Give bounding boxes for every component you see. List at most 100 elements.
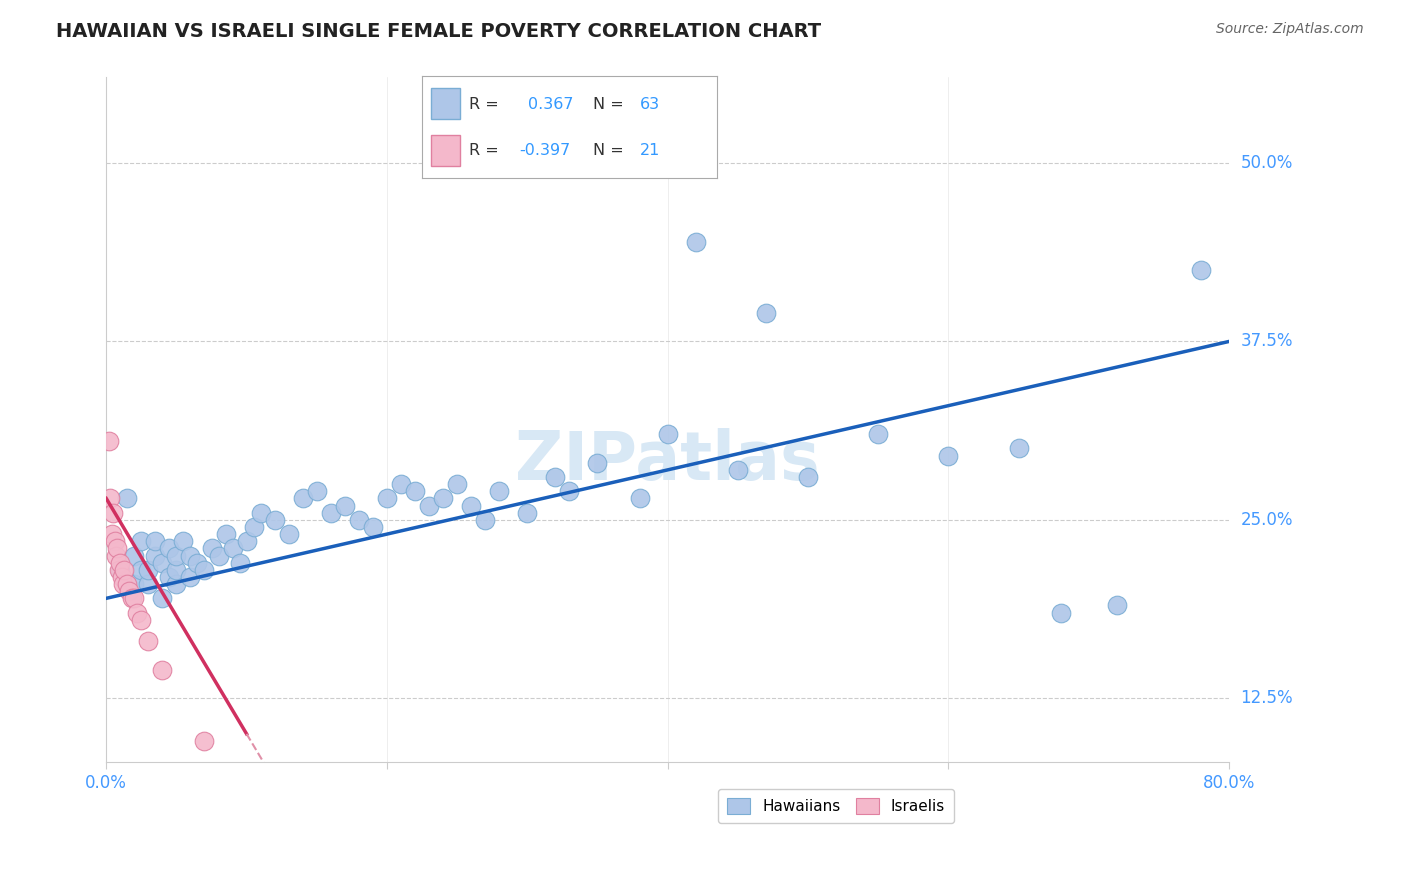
Point [319, 506, 342, 520]
Text: 21: 21 [640, 144, 661, 158]
Point [150, 591, 173, 606]
Point [179, 549, 201, 563]
Point [657, 427, 679, 442]
Point [131, 534, 153, 549]
Point [131, 563, 153, 577]
Point [214, 527, 236, 541]
Point [200, 541, 222, 556]
Point [727, 463, 749, 477]
Point [460, 499, 482, 513]
Point [432, 491, 454, 506]
Point [207, 549, 229, 563]
Text: R =: R = [470, 97, 499, 112]
Point [117, 491, 139, 506]
Point [361, 520, 384, 534]
Point [150, 663, 173, 677]
Point [124, 591, 146, 606]
Point [235, 534, 257, 549]
Point [138, 563, 160, 577]
Point [124, 549, 146, 563]
Point [291, 491, 314, 506]
Point [157, 541, 180, 556]
Text: 25.0%: 25.0% [1240, 511, 1292, 529]
Point [221, 541, 243, 556]
Point [143, 549, 166, 563]
Text: HAWAIIAN VS ISRAELI SINGLE FEMALE POVERTY CORRELATION CHART: HAWAIIAN VS ISRAELI SINGLE FEMALE POVERT… [56, 22, 821, 41]
Point [193, 734, 215, 748]
Point [112, 577, 135, 591]
Point [101, 527, 124, 541]
Point [172, 534, 194, 549]
Point [1007, 442, 1029, 456]
Point [98, 434, 121, 449]
Point [193, 563, 215, 577]
Point [249, 506, 271, 520]
Point [446, 477, 468, 491]
Text: ZIPatlas: ZIPatlas [516, 428, 820, 494]
Point [111, 570, 134, 584]
Point [110, 563, 132, 577]
Text: R =: R = [470, 144, 499, 158]
Point [347, 513, 370, 527]
Text: N =: N = [593, 97, 624, 112]
Point [127, 606, 149, 620]
Point [138, 634, 160, 648]
Text: 63: 63 [640, 97, 661, 112]
Point [124, 577, 146, 591]
Point [165, 577, 187, 591]
Legend: Hawaiians, Israelis: Hawaiians, Israelis [718, 789, 955, 823]
Point [105, 549, 128, 563]
Point [108, 563, 131, 577]
Point [186, 556, 208, 570]
Point [263, 513, 285, 527]
Point [389, 477, 412, 491]
Point [114, 563, 136, 577]
Point [558, 484, 581, 499]
Point [150, 556, 173, 570]
Point [157, 570, 180, 584]
Point [100, 491, 122, 506]
Point [516, 506, 538, 520]
Point [685, 235, 707, 249]
Point [165, 549, 187, 563]
Text: N =: N = [593, 144, 624, 158]
Point [305, 484, 328, 499]
Text: 12.5%: 12.5% [1240, 690, 1294, 707]
Point [797, 470, 820, 484]
Point [104, 534, 127, 549]
Point [474, 513, 496, 527]
Point [121, 591, 143, 606]
Point [418, 499, 440, 513]
FancyBboxPatch shape [430, 136, 460, 166]
Point [404, 484, 426, 499]
Point [103, 506, 125, 520]
Point [143, 534, 166, 549]
Point [586, 456, 609, 470]
Point [138, 577, 160, 591]
Text: -0.397: -0.397 [519, 144, 571, 158]
Point [242, 520, 264, 534]
Point [1189, 263, 1212, 277]
Point [131, 613, 153, 627]
Text: 0.367: 0.367 [529, 97, 574, 112]
Point [755, 306, 778, 320]
Point [118, 584, 141, 599]
Point [333, 499, 356, 513]
Point [938, 449, 960, 463]
Point [628, 491, 651, 506]
Point [110, 556, 132, 570]
Point [179, 570, 201, 584]
Text: Source: ZipAtlas.com: Source: ZipAtlas.com [1216, 22, 1364, 37]
Point [868, 427, 890, 442]
Point [107, 541, 129, 556]
Text: 37.5%: 37.5% [1240, 333, 1292, 351]
Point [277, 527, 299, 541]
Point [228, 556, 250, 570]
Point [165, 563, 187, 577]
Point [1105, 599, 1128, 613]
Point [1049, 606, 1071, 620]
Point [117, 577, 139, 591]
Point [375, 491, 398, 506]
Point [488, 484, 510, 499]
FancyBboxPatch shape [430, 88, 460, 119]
